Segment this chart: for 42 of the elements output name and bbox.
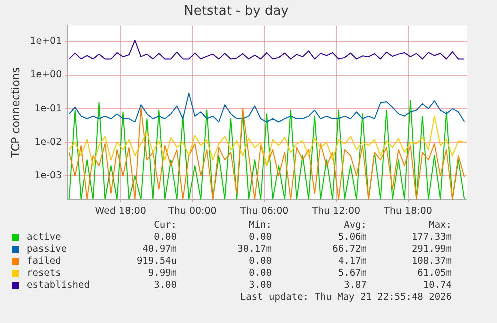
text: Min:	[249, 220, 272, 231]
text: 3.87	[344, 280, 367, 291]
x-tick-label: Thu 12:00	[311, 206, 361, 217]
text: 919.54u	[136, 256, 177, 267]
legend-label: active	[26, 232, 62, 243]
text: 4.17m	[338, 256, 367, 267]
x-tick-label: Thu 18:00	[383, 206, 432, 217]
y-axis-title: TCP connections	[9, 67, 22, 159]
text: 3.00	[249, 280, 272, 291]
y-tick-label: 1e+00	[30, 70, 62, 81]
text: 108.37m	[412, 256, 452, 267]
text: 40.97m	[142, 244, 177, 255]
y-tick-label: 1e-02	[34, 136, 62, 148]
text: 0.00	[249, 232, 272, 243]
y-tick-label: 1e+01	[30, 36, 62, 48]
text: Last update: Thu May 21 22:55:48 2026	[240, 292, 452, 303]
legend-label: passive	[26, 244, 68, 255]
text: 0.00	[249, 268, 272, 279]
text: 0.00	[154, 232, 177, 243]
legend-label: established	[26, 280, 90, 291]
text: 9.99m	[148, 268, 177, 279]
text: 0.00	[249, 256, 272, 267]
x-tick-label: Wed 18:00	[95, 206, 146, 217]
text: 10.74	[423, 280, 452, 291]
text: 66.72m	[332, 244, 367, 255]
text: 291.99m	[412, 244, 452, 255]
legend-label: failed	[26, 256, 62, 267]
text: 3.00	[154, 280, 177, 291]
text: 5.67m	[338, 268, 367, 279]
x-tick-label: Thu 00:00	[168, 206, 217, 217]
chart-title: Netstat - by day	[184, 4, 290, 20]
y-tick-label: 1e-01	[34, 103, 62, 114]
text: 177.33m	[412, 232, 452, 243]
text: 5.06m	[338, 232, 367, 243]
text: 30.17m	[238, 244, 272, 255]
legend-label: resets	[26, 268, 62, 279]
text: Max:	[429, 220, 452, 231]
text: 61.05m	[418, 268, 452, 279]
text: Avg:	[344, 220, 367, 231]
y-tick-label: 1e-03	[34, 170, 62, 182]
x-tick-label: Thu 06:00	[239, 206, 289, 217]
text: Cur:	[154, 220, 177, 231]
